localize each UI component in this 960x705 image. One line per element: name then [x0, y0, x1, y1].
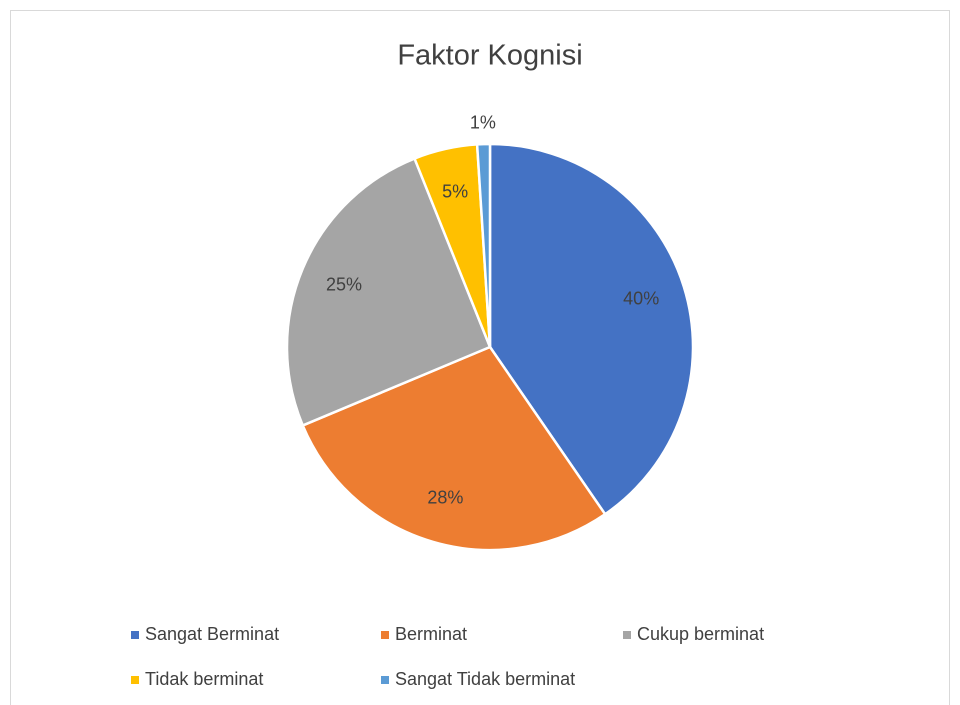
legend-marker	[623, 631, 631, 639]
chart-title: Faktor Kognisi	[397, 40, 582, 72]
legend-label: Berminat	[395, 624, 467, 644]
pie-slice	[475, 142, 492, 348]
legend-label: Sangat Tidak berminat	[395, 669, 575, 689]
legend-marker	[131, 676, 139, 684]
legend-label: Tidak berminat	[145, 669, 263, 689]
data-label: 5%	[442, 181, 468, 201]
legend-label: Sangat Berminat	[145, 624, 279, 644]
pie-slice	[301, 345, 607, 552]
legend-label: Cukup berminat	[637, 624, 764, 644]
pie-slice	[488, 142, 695, 516]
legend-marker	[131, 631, 139, 639]
data-label: 28%	[427, 488, 463, 508]
legend-marker	[381, 676, 389, 684]
pie-slice	[285, 156, 492, 428]
data-label: 25%	[326, 275, 362, 295]
legend-marker	[381, 631, 389, 639]
data-label: 1%	[470, 113, 496, 133]
data-label: 40%	[623, 289, 659, 309]
